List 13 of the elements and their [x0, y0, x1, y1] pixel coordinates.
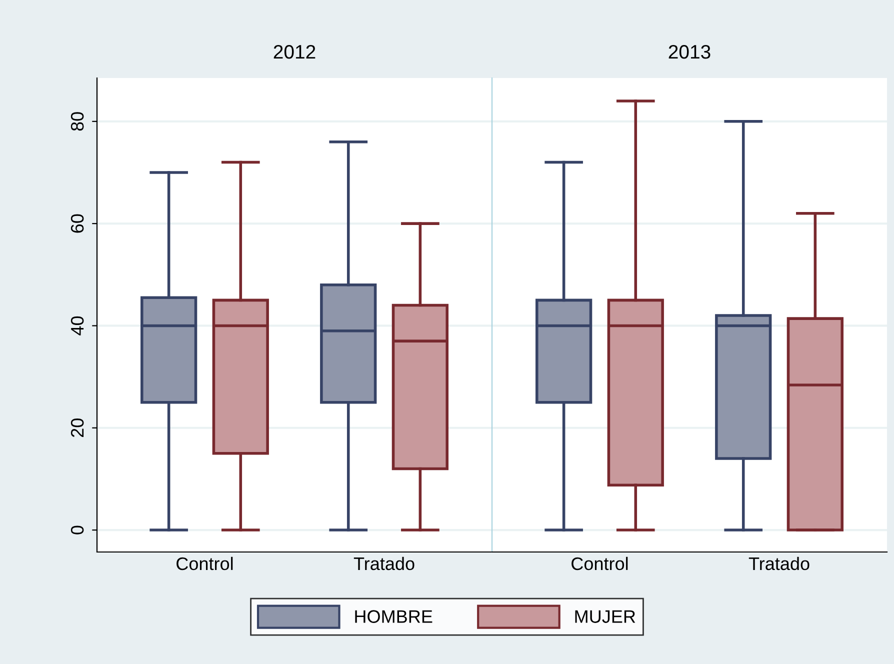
chart-title: 2013: [668, 44, 710, 59]
y-tick-label: 60: [70, 214, 84, 233]
y-tick-label: 40: [70, 316, 84, 336]
x-tick-label: Tratado: [354, 556, 414, 570]
chart-title: 2012: [274, 44, 316, 59]
y-tick-label: 80: [70, 112, 84, 131]
y-tick-label: 0: [70, 526, 84, 534]
legend-label: HOMBRE: [355, 610, 432, 623]
y-tick-label: 20: [70, 418, 84, 438]
x-tick-label: Control: [572, 556, 628, 570]
x-tick-label: Tratado: [748, 556, 810, 570]
x-tick-label: Control: [176, 556, 233, 570]
legend-label: MUJER: [575, 610, 636, 623]
